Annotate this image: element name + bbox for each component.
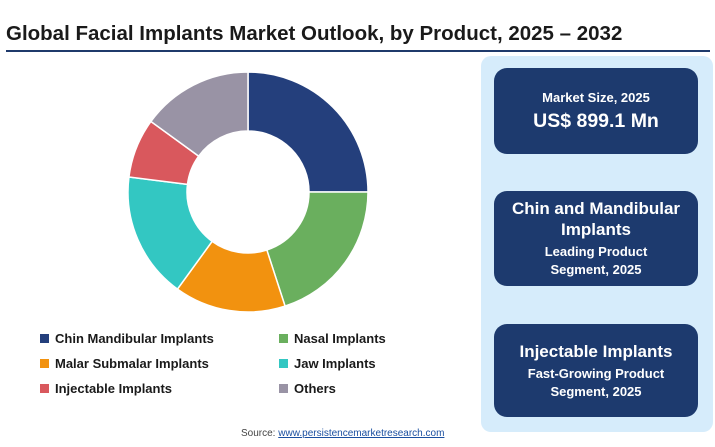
source-note: Source: www.persistencemarketresearch.co… (241, 428, 444, 439)
title-underline (6, 50, 710, 52)
source-link[interactable]: www.persistencemarketresearch.com (278, 428, 445, 439)
leading-segment-subtitle: Leading Product Segment, 2025 (544, 244, 648, 277)
fastest-growing-title: Injectable Implants (519, 341, 673, 361)
legend-swatch (40, 359, 49, 368)
leading-segment-card: Chin and Mandibular Implants Leading Pro… (494, 191, 698, 286)
legend-item-chin-mandibular: Chin Mandibular Implants (40, 331, 214, 346)
leading-segment-title: Chin and Mandibular Implants (511, 199, 681, 239)
legend-item-nasal: Nasal Implants (279, 331, 386, 346)
market-size-card: Market Size, 2025 US$ 899.1 Mn (494, 68, 698, 154)
donut-slice-chin-mandibular-implants (247, 71, 369, 193)
legend-item-jaw: Jaw Implants (279, 356, 376, 371)
summary-panel: Market Size, 2025 US$ 899.1 Mn Chin and … (481, 56, 713, 432)
source-label: Source: (241, 428, 276, 439)
market-size-value: US$ 899.1 Mn (533, 110, 659, 132)
legend-item-injectable: Injectable Implants (40, 381, 172, 396)
legend-label: Malar Submalar Implants (55, 356, 209, 371)
donut-slice-nasal-implants (265, 191, 369, 308)
market-size-label: Market Size, 2025 (542, 90, 650, 105)
legend-label: Chin Mandibular Implants (55, 331, 214, 346)
legend-swatch (279, 384, 288, 393)
legend-swatch (40, 384, 49, 393)
legend-item-others: Others (279, 381, 336, 396)
legend-item-malar-submalar: Malar Submalar Implants (40, 356, 209, 371)
donut-slice-others (149, 71, 249, 158)
legend-label: Others (294, 381, 336, 396)
legend-label: Jaw Implants (294, 356, 376, 371)
chart-title: Global Facial Implants Market Outlook, b… (6, 22, 623, 45)
legend-label: Nasal Implants (294, 331, 386, 346)
fastest-growing-card: Injectable Implants Fast-Growing Product… (494, 324, 698, 417)
legend-swatch (40, 334, 49, 343)
legend-label: Injectable Implants (55, 381, 173, 396)
legend-swatch (279, 334, 288, 343)
legend-swatch (279, 359, 288, 368)
fastest-growing-subtitle: Fast-Growing Product Segment, 2025 (527, 365, 665, 399)
donut-chart (127, 71, 369, 313)
